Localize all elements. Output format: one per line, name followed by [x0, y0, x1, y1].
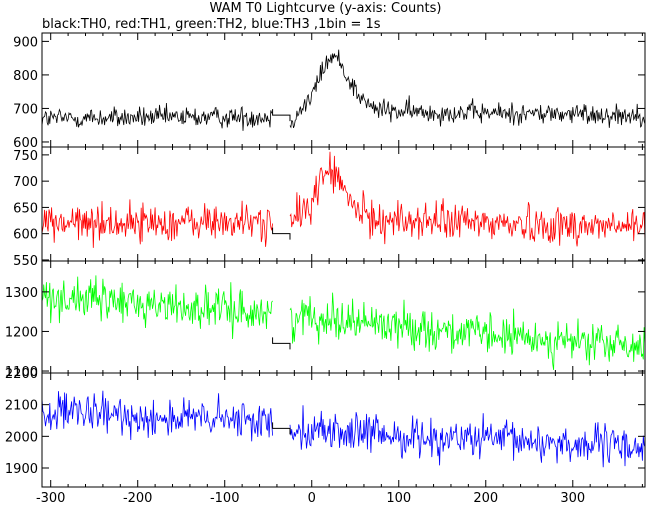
y-tick-label: 800 [13, 69, 38, 84]
y-tick-label: 1200 [5, 325, 38, 340]
y-tick-label: 700 [13, 102, 38, 117]
y-tick-label: 600 [13, 136, 38, 151]
panel-frame [41, 260, 646, 374]
gap-step-line [272, 227, 291, 240]
panel-th2: 1100 1200 1300 [5, 260, 646, 380]
series-th0-line [42, 49, 645, 131]
y-tick-label: 900 [13, 35, 38, 50]
y-tick-label: 1300 [5, 286, 38, 301]
panel-frame [41, 146, 646, 262]
x-tick-label: -200 [123, 491, 153, 505]
x-tick-label: -300 [36, 491, 66, 505]
x-tick-label: 100 [386, 491, 411, 505]
y-tick-label: 2000 [5, 430, 38, 445]
gap-step-line [272, 337, 291, 350]
x-tick-label: 300 [560, 491, 585, 505]
y-tick-label: 650 [13, 201, 38, 216]
series-th2-line [42, 275, 645, 370]
y-tick-label: 2100 [5, 399, 38, 414]
x-tick-label: -100 [210, 491, 240, 505]
y-tick-label: 1100 [5, 365, 38, 380]
panel-th0: 600 700 800 900 [13, 32, 646, 151]
panel-frame [41, 372, 646, 488]
series-th3-line [42, 390, 645, 468]
y-tick-label: 700 [13, 175, 38, 190]
panel-th3: 1900 2000 2100 2200 [5, 367, 646, 488]
panel-th1: 550 600 650 700 750 [13, 146, 646, 269]
y-tick-label: 550 [13, 254, 38, 269]
panel-frame [41, 32, 646, 148]
y-tick-label: 2200 [5, 367, 38, 382]
gap-step-line [272, 422, 291, 435]
chart-subtitle: black:TH0, red:TH1, green:TH2, blue:TH3 … [42, 17, 381, 32]
series-th1-line [42, 151, 645, 248]
y-tick-label: 750 [13, 149, 38, 164]
gap-step-line [272, 109, 291, 122]
chart-title: WAM T0 Lightcurve (y-axis: Counts) [209, 1, 442, 16]
y-tick-label: 600 [13, 228, 38, 243]
x-tick-label: 200 [473, 491, 498, 505]
y-tick-label: 1900 [5, 462, 38, 477]
x-tick-label: 0 [308, 491, 316, 505]
